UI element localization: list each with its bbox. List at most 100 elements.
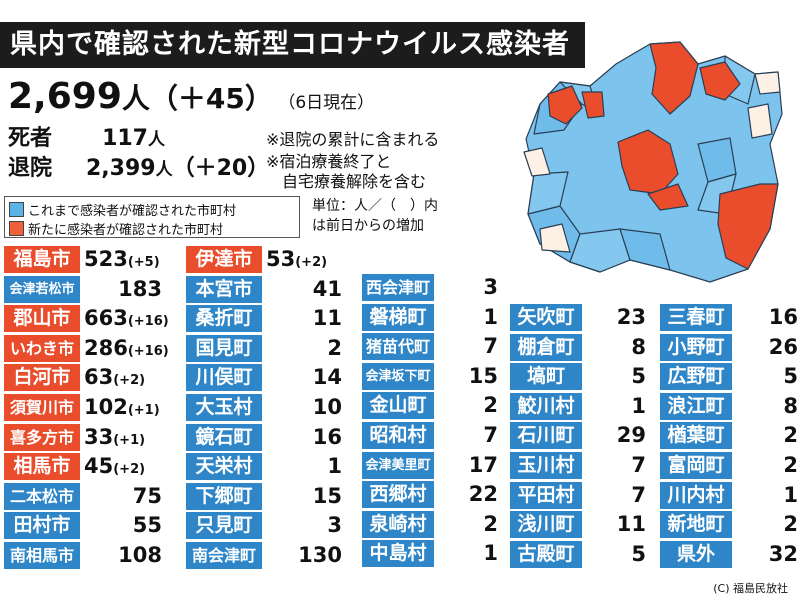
deaths-row: 死者 117人 bbox=[8, 120, 165, 152]
municipality-row: 国見町 2 bbox=[186, 334, 346, 362]
case-count: 7 bbox=[586, 452, 646, 479]
municipality-name: 田村市 bbox=[4, 512, 80, 540]
total-cases-unit: 人 bbox=[121, 82, 150, 115]
case-count: 3 bbox=[266, 512, 342, 539]
case-count: 15 bbox=[438, 363, 498, 390]
case-count-value: 2 bbox=[483, 511, 498, 536]
map-area-new-cases bbox=[617, 129, 679, 195]
municipality-row: 昭和村 7 bbox=[362, 422, 502, 449]
municipality-row: 県外 32 bbox=[660, 540, 800, 568]
municipality-row: 矢吹町 23 bbox=[510, 304, 650, 331]
municipality-name: 喜多方市 bbox=[4, 423, 80, 451]
case-count: 108 bbox=[84, 542, 162, 569]
municipality-name: 泉崎村 bbox=[362, 510, 434, 538]
municipality-name: 福島市 bbox=[4, 246, 80, 273]
case-count: 183 bbox=[84, 276, 162, 303]
municipality-name: 古殿町 bbox=[510, 540, 582, 568]
case-count-value: 1 bbox=[483, 541, 498, 566]
case-count: 53(+2) bbox=[266, 246, 342, 273]
case-count-increase: (+2) bbox=[295, 255, 328, 270]
case-count: 2 bbox=[736, 422, 798, 449]
municipality-row: 白河市 63(+2) bbox=[4, 364, 166, 392]
case-count-value: 1 bbox=[327, 454, 342, 479]
case-count: 2 bbox=[736, 511, 798, 538]
case-count: 1 bbox=[438, 540, 498, 567]
case-count-value: 17 bbox=[468, 452, 498, 477]
case-count-increase: (+2) bbox=[113, 462, 146, 478]
municipality-row: 南相馬市 108 bbox=[4, 542, 166, 569]
case-count-value: 3 bbox=[327, 513, 342, 538]
municipality-name: 浅川町 bbox=[510, 511, 582, 539]
total-cases-increase: （＋45） bbox=[149, 82, 273, 115]
legend-swatch-blue bbox=[9, 202, 24, 217]
case-count: 75 bbox=[84, 483, 162, 510]
map-area-no-cases bbox=[747, 103, 773, 139]
municipality-row: 中島村 1 bbox=[362, 540, 502, 568]
municipality-name: 白河市 bbox=[4, 364, 80, 392]
map-area-new-cases bbox=[717, 183, 779, 270]
municipality-row: 会津若松市 183 bbox=[4, 275, 166, 303]
case-count: 3 bbox=[438, 274, 498, 301]
municipality-name: 磐梯町 bbox=[362, 303, 434, 331]
municipality-row: 相馬市 45(+2) bbox=[4, 453, 166, 481]
municipality-row: 須賀川市 102(+1) bbox=[4, 394, 166, 421]
case-count: 55 bbox=[84, 512, 162, 539]
recovered-value: 2,399 bbox=[86, 156, 156, 181]
case-count-value: 23 bbox=[616, 305, 646, 329]
case-count: 1 bbox=[438, 304, 498, 331]
municipality-name: 猪苗代町 bbox=[362, 333, 434, 361]
municipality-row: 只見町 3 bbox=[186, 512, 346, 540]
municipality-row: 広野町 5 bbox=[660, 363, 800, 391]
municipality-name: いわき市 bbox=[4, 334, 80, 362]
recovered-row: 退院 2,399人（＋20） bbox=[8, 150, 269, 182]
case-count-value: 7 bbox=[631, 482, 646, 507]
case-count: 17 bbox=[438, 452, 498, 479]
municipality-row: 田村市 55 bbox=[4, 512, 166, 540]
case-count-value: 286 bbox=[84, 335, 128, 360]
case-count-value: 7 bbox=[631, 453, 646, 477]
case-count: 130 bbox=[266, 542, 342, 569]
municipality-name: 富岡町 bbox=[660, 452, 732, 479]
case-count: 11 bbox=[266, 305, 342, 332]
case-count-value: 45 bbox=[84, 454, 114, 479]
municipality-row: 磐梯町 1 bbox=[362, 303, 502, 331]
municipality-row: 新地町 2 bbox=[660, 511, 800, 539]
deaths-unit: 人 bbox=[148, 130, 165, 150]
municipality-name: 南会津町 bbox=[186, 542, 262, 569]
case-count-value: 7 bbox=[483, 423, 498, 447]
case-count-value: 53 bbox=[266, 247, 296, 271]
map-area bbox=[527, 171, 569, 215]
municipality-name: 川俣町 bbox=[186, 364, 262, 392]
municipality-row: 郡山市 663(+16) bbox=[4, 305, 169, 333]
municipality-name: 南相馬市 bbox=[4, 542, 80, 569]
unit-note-line: は前日からの増加 bbox=[312, 218, 424, 234]
note-1: ※退院の累計に含まれる bbox=[266, 130, 440, 149]
legend-item-new: 新たに感染者が確認された市町村 bbox=[9, 219, 223, 238]
case-count: 286(+16) bbox=[84, 335, 169, 362]
legend-item-confirmed: これまで感染者が確認された市町村 bbox=[9, 200, 236, 219]
case-count: 10 bbox=[266, 394, 342, 421]
case-count-value: 75 bbox=[132, 483, 162, 508]
case-count-value: 1 bbox=[483, 304, 498, 329]
municipality-row: 大玉村 10 bbox=[186, 394, 346, 421]
municipality-row: 会津坂下町 15 bbox=[362, 362, 502, 390]
case-count-value: 2 bbox=[783, 512, 798, 537]
municipality-name: 二本松市 bbox=[4, 482, 80, 510]
municipality-row: 楢葉町 2 bbox=[660, 422, 800, 450]
municipality-row: 喜多方市 33(+1) bbox=[4, 423, 166, 451]
case-count-value: 63 bbox=[84, 365, 114, 390]
case-count: 32 bbox=[736, 541, 798, 568]
case-count-value: 5 bbox=[783, 364, 798, 389]
municipality-row: 会津美里町 17 bbox=[362, 451, 502, 479]
case-count: 5 bbox=[586, 541, 646, 568]
municipality-name: 只見町 bbox=[186, 512, 262, 540]
map-area-no-cases bbox=[539, 223, 571, 253]
deaths-value: 117 bbox=[102, 126, 148, 151]
case-count: 2 bbox=[438, 392, 498, 419]
case-count: 102(+1) bbox=[84, 394, 162, 421]
case-count: 14 bbox=[266, 364, 342, 391]
case-count-value: 5 bbox=[631, 541, 646, 566]
case-count-increase: (+2) bbox=[113, 373, 146, 389]
case-count: 8 bbox=[586, 334, 646, 361]
fukushima-prefecture-map bbox=[523, 41, 783, 283]
